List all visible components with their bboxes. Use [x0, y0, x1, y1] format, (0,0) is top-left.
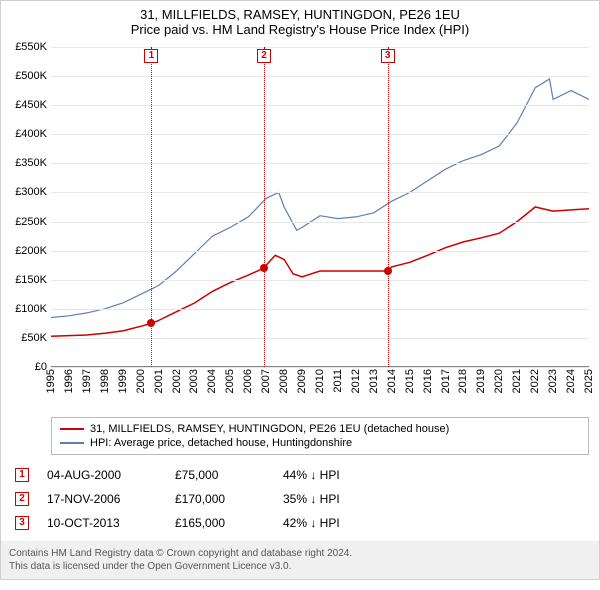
x-tick-label: 1998 — [99, 369, 111, 393]
gridline — [51, 105, 589, 106]
x-tick-label: 2024 — [565, 369, 577, 393]
x-tick-label: 2025 — [583, 369, 595, 393]
y-tick-label: £50K — [21, 332, 47, 344]
x-tick-label: 2013 — [368, 369, 380, 393]
event-marker: 2 — [15, 492, 29, 506]
event-price: £75,000 — [175, 468, 265, 482]
sale-marker-number: 1 — [144, 49, 158, 63]
footer-line-1: Contains HM Land Registry data © Crown c… — [9, 547, 591, 560]
sale-marker-number: 3 — [381, 49, 395, 63]
sale-marker-line — [388, 47, 389, 367]
y-tick-label: £450K — [15, 99, 47, 111]
chart-title: 31, MILLFIELDS, RAMSEY, HUNTINGDON, PE26… — [1, 1, 599, 39]
x-tick-label: 1997 — [81, 369, 93, 393]
y-tick-label: £500K — [15, 70, 47, 82]
y-tick-label: £200K — [15, 245, 47, 257]
sale-marker-dot — [384, 267, 392, 275]
x-tick-label: 1996 — [63, 369, 75, 393]
x-tick-label: 2005 — [224, 369, 236, 393]
title-line-1: 31, MILLFIELDS, RAMSEY, HUNTINGDON, PE26… — [1, 7, 599, 22]
footer-attribution: Contains HM Land Registry data © Crown c… — [1, 541, 599, 579]
footer-line-2: This data is licensed under the Open Gov… — [9, 560, 591, 573]
event-diff: 44% ↓ HPI — [283, 468, 340, 482]
event-date: 10-OCT-2013 — [47, 516, 157, 530]
gridline — [51, 163, 589, 164]
x-tick-label: 2006 — [242, 369, 254, 393]
x-tick-label: 2010 — [314, 369, 326, 393]
event-diff: 35% ↓ HPI — [283, 492, 340, 506]
event-price: £165,000 — [175, 516, 265, 530]
legend-item: HPI: Average price, detached house, Hunt… — [60, 436, 580, 450]
gridline — [51, 251, 589, 252]
x-tick-label: 1999 — [117, 369, 129, 393]
x-tick-label: 2015 — [404, 369, 416, 393]
y-tick-label: £150K — [15, 274, 47, 286]
gridline — [51, 222, 589, 223]
x-tick-label: 2008 — [278, 369, 290, 393]
gridline — [51, 338, 589, 339]
x-tick-label: 2001 — [153, 369, 165, 393]
gridline — [51, 309, 589, 310]
x-tick-label: 2000 — [135, 369, 147, 393]
chart-container: 31, MILLFIELDS, RAMSEY, HUNTINGDON, PE26… — [0, 0, 600, 580]
y-tick-label: £350K — [15, 157, 47, 169]
gridline — [51, 76, 589, 77]
sale-marker-dot — [260, 264, 268, 272]
series-property — [51, 207, 589, 336]
event-date: 04-AUG-2000 — [47, 468, 157, 482]
x-tick-label: 2012 — [350, 369, 362, 393]
x-tick-label: 1995 — [45, 369, 57, 393]
x-tick-label: 2004 — [206, 369, 218, 393]
x-tick-label: 2018 — [457, 369, 469, 393]
x-tick-label: 2003 — [188, 369, 200, 393]
gridline — [51, 192, 589, 193]
x-tick-label: 2016 — [422, 369, 434, 393]
x-tick-label: 2022 — [529, 369, 541, 393]
gridline — [51, 134, 589, 135]
plot-svg — [51, 47, 589, 367]
y-tick-label: £300K — [15, 186, 47, 198]
x-tick-label: 2021 — [511, 369, 523, 393]
title-line-2: Price paid vs. HM Land Registry's House … — [1, 22, 599, 37]
gridline — [51, 47, 589, 48]
sale-marker-number: 2 — [257, 49, 271, 63]
sale-events: 1 04-AUG-2000 £75,000 44% ↓ HPI 2 17-NOV… — [15, 463, 589, 535]
x-tick-label: 2019 — [475, 369, 487, 393]
sale-marker-dot — [147, 319, 155, 327]
series-hpi — [51, 79, 589, 318]
legend-label: HPI: Average price, detached house, Hunt… — [90, 437, 352, 449]
y-tick-label: £100K — [15, 303, 47, 315]
y-tick-label: £400K — [15, 128, 47, 140]
legend-swatch — [60, 428, 84, 430]
event-row: 3 10-OCT-2013 £165,000 42% ↓ HPI — [15, 511, 589, 535]
event-diff: 42% ↓ HPI — [283, 516, 340, 530]
x-tick-label: 2020 — [493, 369, 505, 393]
plot: 1 2 3 — [51, 47, 589, 367]
x-tick-label: 2014 — [386, 369, 398, 393]
x-tick-label: 2023 — [547, 369, 559, 393]
x-tick-label: 2009 — [296, 369, 308, 393]
sale-marker-line — [264, 47, 265, 367]
event-marker: 1 — [15, 468, 29, 482]
x-tick-label: 2007 — [260, 369, 272, 393]
x-tick-label: 2017 — [440, 369, 452, 393]
y-tick-label: £550K — [15, 41, 47, 53]
event-row: 1 04-AUG-2000 £75,000 44% ↓ HPI — [15, 463, 589, 487]
y-axis: £0£50K£100K£150K£200K£250K£300K£350K£400… — [1, 47, 49, 367]
event-price: £170,000 — [175, 492, 265, 506]
event-marker: 3 — [15, 516, 29, 530]
event-date: 17-NOV-2006 — [47, 492, 157, 506]
gridline — [51, 280, 589, 281]
chart-legend: 31, MILLFIELDS, RAMSEY, HUNTINGDON, PE26… — [51, 417, 589, 455]
legend-label: 31, MILLFIELDS, RAMSEY, HUNTINGDON, PE26… — [90, 423, 449, 435]
x-tick-label: 2011 — [332, 369, 344, 393]
legend-item: 31, MILLFIELDS, RAMSEY, HUNTINGDON, PE26… — [60, 422, 580, 436]
plot-area: £0£50K£100K£150K£200K£250K£300K£350K£400… — [51, 47, 589, 367]
y-tick-label: £250K — [15, 216, 47, 228]
legend-swatch — [60, 442, 84, 444]
x-axis: 1995199619971998199920002001200220032004… — [51, 367, 589, 409]
x-tick-label: 2002 — [171, 369, 183, 393]
event-row: 2 17-NOV-2006 £170,000 35% ↓ HPI — [15, 487, 589, 511]
